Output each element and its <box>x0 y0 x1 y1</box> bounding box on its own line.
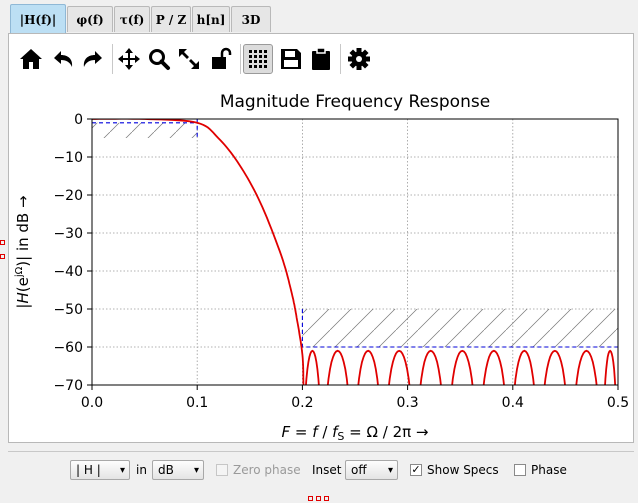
stopband-lobe <box>305 349 320 385</box>
home-icon <box>20 49 42 69</box>
save-icon <box>281 49 301 69</box>
zoom-full-icon <box>179 49 199 69</box>
inset-label: Inset <box>312 463 342 477</box>
tab-group-delay[interactable]: τ(f) <box>114 6 150 32</box>
gear-icon <box>348 48 370 70</box>
phase-checkbox[interactable] <box>514 464 526 476</box>
tab-bar: |H(f)| φ(f) τ(f) P / Z h[n] 3D <box>8 4 638 34</box>
y-tick-label: −40 <box>53 264 83 280</box>
zero-phase-checkbox[interactable] <box>216 464 228 476</box>
y-tick-label: −20 <box>53 188 83 204</box>
x-axis-label: F = f / fS = Ω / 2π → <box>282 423 429 443</box>
grid-icon <box>249 50 267 68</box>
stopband-lobe <box>575 349 598 385</box>
edge-marker <box>0 254 5 259</box>
zoom-full-button[interactable] <box>174 44 204 74</box>
y-tick-label: −50 <box>53 302 83 318</box>
tab-magnitude[interactable]: |H(f)| <box>10 4 66 34</box>
edge-marker <box>316 496 321 501</box>
x-tick-label: 0.5 <box>607 395 629 411</box>
spec-lines <box>92 119 618 348</box>
tab-pole-zero[interactable]: P / Z <box>151 6 191 32</box>
phase-label: Phase <box>531 463 567 477</box>
lock-icon <box>212 47 232 69</box>
home-button[interactable] <box>16 44 46 74</box>
axis-ticks: 0.0 0.1 0.2 0.3 0.4 0.5 0 −10 −20 −30 −40 −50 −60 −70 <box>53 112 629 411</box>
passband-hatch <box>92 122 198 138</box>
chart-title: Magnitude Frequency Response <box>220 92 490 112</box>
edge-marker <box>0 240 5 245</box>
undo-icon <box>54 51 73 67</box>
grid-toggle-button[interactable] <box>243 44 273 74</box>
tab-impulse-response[interactable]: h[n] <box>192 6 230 32</box>
stopband-lobe <box>326 349 349 385</box>
y-tick-label: −60 <box>53 340 83 356</box>
edge-marker <box>324 496 329 501</box>
stopband-lobe <box>419 349 442 385</box>
clipboard-icon <box>312 47 330 70</box>
zoom-icon <box>149 49 170 70</box>
settings-button[interactable] <box>344 44 374 74</box>
x-tick-label: 0.4 <box>502 395 524 411</box>
chevron-down-icon: ▾ <box>193 465 199 476</box>
response-curve <box>92 119 617 385</box>
axes-frame <box>91 118 619 386</box>
x-tick-label: 0.2 <box>291 395 313 411</box>
stopband-lobe <box>482 349 505 385</box>
y-tick-label: −70 <box>53 378 83 394</box>
y-tick-label: −10 <box>53 150 83 166</box>
stopband-lobe <box>543 349 566 385</box>
stopband-lobe <box>451 349 474 385</box>
spec-hatch-regions <box>92 122 618 347</box>
stopband-lobe <box>357 349 379 385</box>
pan-button[interactable] <box>114 44 144 74</box>
x-tick-label: 0.0 <box>81 395 103 411</box>
tab-phase[interactable]: φ(f) <box>67 6 113 32</box>
clipboard-button[interactable] <box>306 44 336 74</box>
stopband-lobe <box>388 349 411 385</box>
pan-icon <box>118 48 140 70</box>
chevron-down-icon: ▾ <box>119 465 125 476</box>
undo-button[interactable] <box>48 44 78 74</box>
y-tick-label: −30 <box>53 226 83 242</box>
stopband-spec-line <box>301 309 618 348</box>
edge-marker <box>308 496 313 501</box>
magnitude-mode-select[interactable]: | H | ▾ <box>70 460 130 480</box>
y-axis-label: |H(ejΩ)| in dB → <box>14 195 32 308</box>
zoom-button[interactable] <box>144 44 174 74</box>
stopband-lobe <box>513 349 535 385</box>
redo-icon <box>83 51 102 67</box>
x-tick-label: 0.3 <box>396 395 418 411</box>
plot-toolbar <box>10 42 390 78</box>
x-tick-label: 0.1 <box>186 395 208 411</box>
unit-select[interactable]: dB ▾ <box>152 460 204 480</box>
in-label: in <box>136 463 147 477</box>
show-specs-checkbox[interactable]: ✓ <box>410 464 422 476</box>
stopband-lobe <box>604 349 617 385</box>
show-specs-label: Show Specs <box>427 463 499 477</box>
passband-response-line <box>92 119 305 385</box>
lock-button[interactable] <box>206 44 236 74</box>
checkmark-icon: ✓ <box>411 463 421 476</box>
control-bar <box>8 451 634 496</box>
save-button[interactable] <box>276 44 306 74</box>
inset-select[interactable]: off ▾ <box>345 460 398 480</box>
zero-phase-label: Zero phase <box>233 463 301 477</box>
y-tick-label: 0 <box>74 112 83 128</box>
redo-button[interactable] <box>78 44 108 74</box>
tab-3d[interactable]: 3D <box>231 6 271 32</box>
stopband-hatch <box>302 309 618 347</box>
chevron-down-icon: ▾ <box>387 465 393 476</box>
